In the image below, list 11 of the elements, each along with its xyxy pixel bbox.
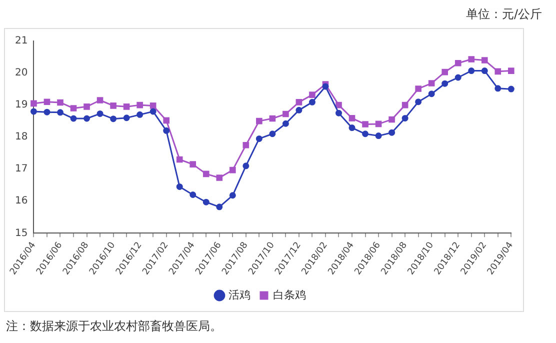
y-tick-label: 18 bbox=[14, 132, 28, 143]
legend-label: 活鸡 bbox=[228, 288, 250, 302]
y-tick-label: 19 bbox=[14, 100, 28, 111]
text: 注：数据来源于农业农村部畜牧兽医局。 bbox=[6, 318, 222, 335]
y-tick-label: 20 bbox=[14, 68, 28, 79]
y-tick-label: 21 bbox=[14, 36, 28, 47]
y-axis-title: 单位：元/公斤 bbox=[466, 6, 542, 23]
legend-label: 白条鸡 bbox=[273, 288, 306, 302]
y-tick-label: 15 bbox=[14, 228, 28, 239]
y-tick-label: 16 bbox=[14, 196, 28, 207]
y-tick-label: 17 bbox=[14, 164, 28, 175]
